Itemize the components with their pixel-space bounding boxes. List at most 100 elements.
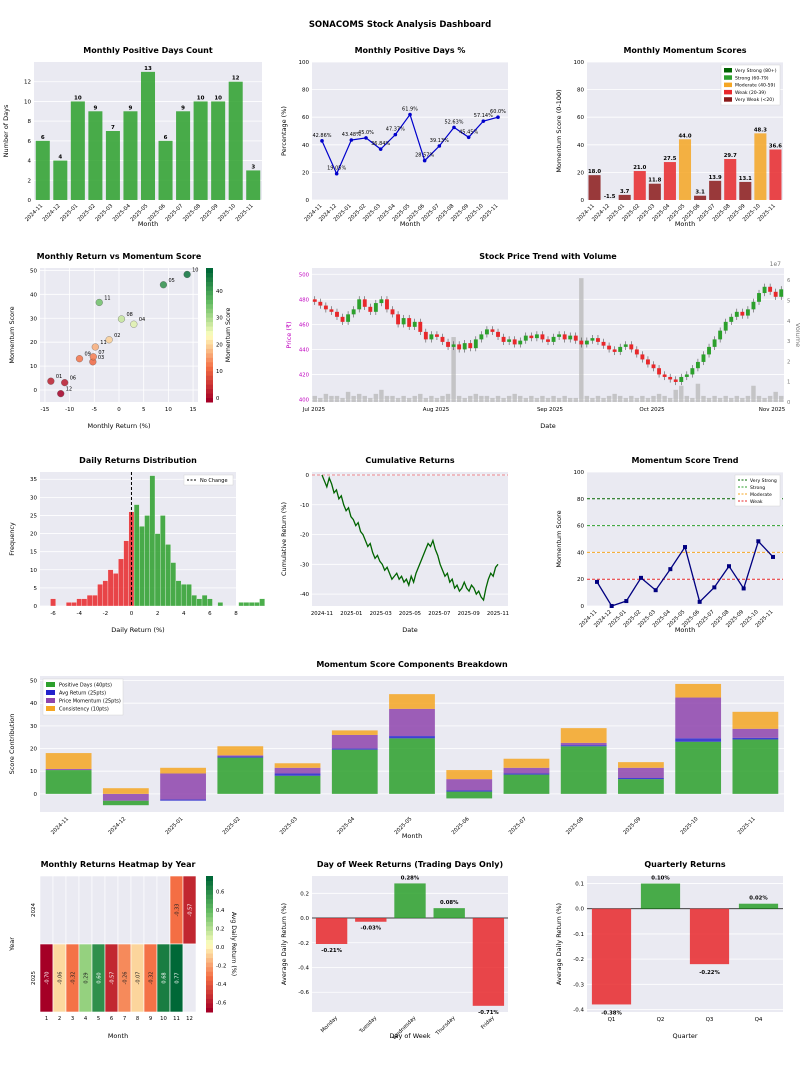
- heatmap-label: -0.06: [58, 972, 64, 985]
- x-axis-label: Month: [138, 220, 158, 228]
- chart-title: Cumulative Returns: [365, 456, 454, 465]
- x-tick-label: 4: [84, 1016, 88, 1022]
- data-point: [683, 545, 687, 550]
- heatmap-label: -0.26: [123, 972, 129, 985]
- volume-bar: [395, 397, 401, 402]
- bar: [724, 159, 737, 200]
- y-tick-label: -0.1: [573, 932, 584, 938]
- data-label: -0.03%: [361, 926, 382, 932]
- legend-label: Moderate (40-59): [735, 83, 775, 89]
- quarterly-returns-chart: Quarterly Returns Quarter Average Daily Re…: [555, 860, 783, 1040]
- data-label: 44.0: [678, 133, 691, 139]
- data-point: [91, 343, 99, 351]
- data-label: 27.5: [663, 156, 676, 162]
- colorbar-segment: [206, 980, 213, 986]
- x-tick-label: Q4: [755, 1017, 763, 1023]
- volume-bar: [745, 395, 751, 402]
- point-label: 05: [168, 278, 174, 284]
- bar: [769, 149, 782, 200]
- volume-bar: [623, 397, 628, 402]
- chart-title: Day of Week Returns (Trading Days Only): [317, 860, 503, 869]
- y-tick-label: 0: [34, 792, 38, 798]
- stacked-bar-segment: [217, 757, 264, 794]
- chart-title: Daily Returns Distribution: [79, 456, 197, 465]
- data-label: -0.38%: [601, 1010, 622, 1016]
- candle-body: [757, 293, 761, 302]
- x-tick-label: 2025-03: [279, 816, 299, 836]
- stacked-bar-segment: [274, 767, 321, 774]
- colorbar-segment: [206, 948, 213, 954]
- data-label: 48.3: [754, 127, 767, 133]
- y-tick-label: 20: [30, 532, 37, 538]
- point-label: 10: [192, 267, 198, 273]
- y-tick-label: -0.4: [298, 965, 309, 971]
- x-tick-label: 2025-11: [487, 611, 509, 617]
- stacked-bar-segment: [503, 774, 550, 794]
- y-tick-label: 100: [299, 60, 310, 66]
- candle-body: [718, 330, 723, 340]
- y-tick-label: 440: [299, 347, 310, 353]
- bar: [123, 111, 138, 200]
- bar: [105, 131, 120, 200]
- legend: No Change: [183, 474, 234, 486]
- stacked-bar-segment: [446, 790, 493, 792]
- y-axis-label: Momentum Score (0-100): [555, 89, 563, 172]
- legend-swatch: [46, 682, 55, 687]
- x-tick-label: 2025-01: [340, 611, 362, 617]
- candle-body: [712, 339, 717, 347]
- colorbar-segment: [206, 361, 213, 367]
- y-tick-label: 500: [299, 272, 310, 278]
- candle-body: [690, 368, 695, 375]
- colorbar-segment: [206, 907, 213, 913]
- candle-body: [562, 334, 567, 340]
- stacked-bar-segment: [732, 711, 779, 729]
- x-tick-label: Oct 2025: [639, 407, 665, 413]
- stacked-bar-segment: [274, 763, 321, 768]
- histogram-bar: [180, 584, 187, 607]
- candle-body: [357, 299, 362, 310]
- bar: [640, 883, 681, 909]
- colorbar-segment: [206, 335, 213, 340]
- data-label: 29.7: [724, 153, 737, 159]
- volume-bar: [645, 397, 651, 402]
- x-tick-label: 2025-10: [680, 816, 700, 836]
- data-label: 10: [197, 95, 205, 101]
- x-tick-label: Aug 2025: [423, 407, 450, 413]
- chart-title: Monthly Positive Days %: [355, 46, 466, 55]
- histogram-bar: [160, 515, 166, 607]
- histogram-bar: [102, 580, 109, 607]
- volume-bar: [612, 393, 617, 402]
- volume-bar: [712, 395, 717, 402]
- y-tick-label: 20: [577, 577, 584, 583]
- data-label: 13: [144, 66, 152, 72]
- candle-body: [768, 286, 773, 292]
- y-tick-label: -0.2: [298, 941, 309, 947]
- volume-bar: [473, 393, 479, 402]
- colorbar-segment: [206, 397, 213, 403]
- candle-body: [490, 329, 495, 332]
- x-axis-label: Month: [108, 1032, 128, 1040]
- candle-body: [396, 314, 401, 325]
- y-tick-label: 420: [299, 372, 310, 378]
- x-tick-label: 0: [130, 611, 134, 617]
- colorbar-tick: 0: [216, 396, 220, 402]
- volume-bar: [312, 395, 317, 402]
- data-label: 7: [111, 125, 115, 131]
- y-axis-label: Price (₹): [285, 321, 293, 348]
- colorbar-segment: [206, 894, 213, 900]
- bar: [88, 111, 103, 200]
- candle-body: [323, 305, 328, 310]
- volume-bar: [751, 385, 756, 402]
- score-components-chart: Momentum Score Components Breakdown Month…: [8, 660, 784, 840]
- data-label: 60.0%: [490, 109, 506, 115]
- colorbar-segment: [206, 876, 213, 882]
- stacked-bar-segment: [45, 768, 92, 771]
- stacked-bar-segment: [446, 770, 493, 780]
- heatmap-empty-cell: [156, 875, 171, 945]
- x-tick-label: 2025-09: [622, 816, 642, 836]
- y-tick-label: 60: [577, 524, 584, 530]
- heatmap-empty-cell: [78, 875, 93, 945]
- x-axis-label: Month: [675, 626, 695, 634]
- bar: [53, 160, 68, 200]
